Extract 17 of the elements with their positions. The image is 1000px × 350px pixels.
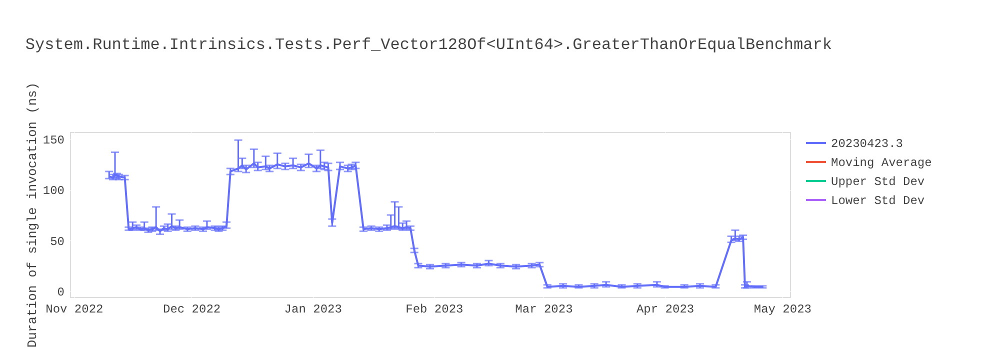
x-tick-label: Jan 2023: [284, 302, 342, 316]
legend-label: Upper Std Dev: [831, 175, 925, 189]
y-tick-label: 50: [50, 234, 64, 249]
legend-label: Moving Average: [831, 156, 932, 170]
y-tick-label: 0: [57, 285, 64, 300]
x-tick-label: Dec 2022: [163, 302, 221, 316]
y-tick-label: 150: [42, 134, 64, 148]
x-tick-label: Feb 2023: [406, 302, 464, 316]
legend-label: Lower Std Dev: [831, 194, 925, 208]
y-tick-label: 100: [42, 184, 64, 198]
legend-label: 20230423.3: [831, 137, 904, 151]
x-tick-label: Apr 2023: [636, 302, 694, 316]
x-tick-label: May 2023: [754, 302, 812, 316]
x-tick-label: Nov 2022: [46, 302, 104, 316]
chart-title: System.Runtime.Intrinsics.Tests.Perf_Vector128Of<UInt64>.GreaterThanOrEqualBenchmark: [25, 36, 832, 54]
x-tick-label: Mar 2023: [515, 302, 573, 316]
y-axis-title: Duration of single invocation (ns): [24, 82, 40, 348]
